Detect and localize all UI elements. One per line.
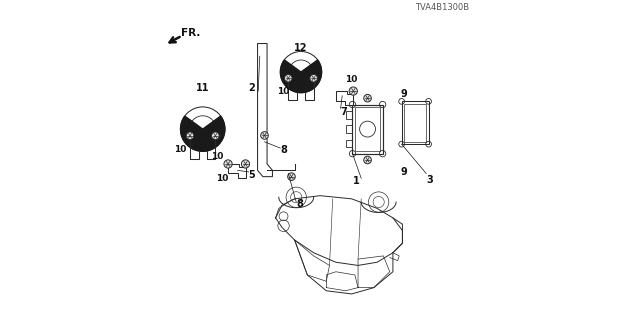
Text: 10: 10	[346, 76, 358, 84]
Text: 10: 10	[174, 145, 187, 154]
Bar	[346, 125, 353, 133]
Circle shape	[224, 160, 232, 168]
Text: 8: 8	[280, 145, 287, 155]
Polygon shape	[280, 60, 321, 92]
Text: 12: 12	[294, 43, 308, 53]
Text: 5: 5	[248, 170, 255, 180]
Text: 8: 8	[296, 199, 303, 209]
Text: FR.: FR.	[180, 28, 200, 38]
Circle shape	[260, 132, 268, 139]
Text: 3: 3	[426, 175, 433, 185]
Text: 10: 10	[277, 87, 290, 96]
Text: 10: 10	[211, 152, 223, 161]
Circle shape	[285, 75, 292, 82]
Circle shape	[241, 160, 250, 168]
Circle shape	[310, 75, 317, 82]
Circle shape	[364, 156, 371, 164]
Circle shape	[186, 132, 194, 140]
Text: 2: 2	[248, 83, 255, 93]
Bar	[355, 107, 380, 151]
Text: TVA4B1300B: TVA4B1300B	[415, 3, 469, 12]
Circle shape	[349, 87, 357, 95]
Polygon shape	[180, 116, 225, 151]
Bar	[346, 140, 353, 147]
Bar	[402, 101, 429, 144]
Bar	[404, 104, 426, 142]
Text: 1: 1	[353, 176, 360, 187]
Bar	[353, 105, 383, 154]
Bar	[346, 111, 353, 119]
Text: 10: 10	[216, 174, 228, 183]
Text: 7: 7	[340, 107, 347, 117]
Circle shape	[287, 173, 295, 180]
Text: 9: 9	[401, 167, 408, 177]
Text: 11: 11	[196, 83, 209, 93]
Circle shape	[212, 132, 219, 140]
Text: 9: 9	[401, 89, 408, 99]
Circle shape	[364, 94, 371, 102]
